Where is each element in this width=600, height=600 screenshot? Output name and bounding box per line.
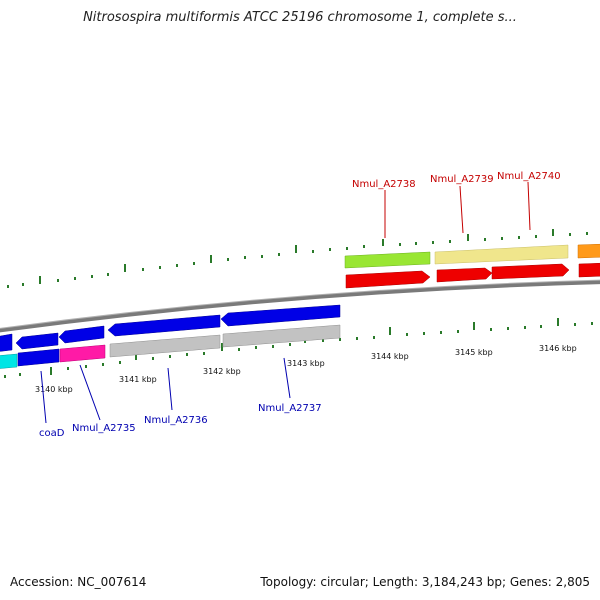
tick-label: 3141 kbp xyxy=(119,375,157,384)
gene-bar[interactable] xyxy=(0,353,18,369)
gene-bar-nmul-a2740[interactable] xyxy=(577,243,600,259)
cds-arrow[interactable] xyxy=(220,304,341,327)
gene-bar-nmul-a2735[interactable] xyxy=(59,344,106,363)
reverse-cds-track xyxy=(0,304,341,352)
forward-gene-track xyxy=(344,243,600,269)
tick-label: 3142 kbp xyxy=(203,367,241,376)
cds-arrow[interactable] xyxy=(0,333,13,352)
cds-arrow[interactable] xyxy=(107,314,221,337)
upper-tick-row xyxy=(7,229,588,288)
map-title: Nitrosospira multiformis ATCC 25196 chro… xyxy=(83,10,517,25)
gene-label-nmul-a2737[interactable]: Nmul_A2737 xyxy=(258,403,322,414)
bottom-gene-labels: coaD Nmul_A2735 Nmul_A2736 Nmul_A2737 xyxy=(39,357,322,439)
topology-summary: Topology: circular; Length: 3,184,243 bp… xyxy=(260,575,590,589)
cds-arrow[interactable] xyxy=(436,267,493,283)
gene-label-nmul-a2740[interactable]: Nmul_A2740 xyxy=(497,171,561,182)
tick-label: 3145 kbp xyxy=(455,348,493,357)
gene-bar-nmul-a2738[interactable] xyxy=(344,251,431,269)
gene-label-nmul-a2735[interactable]: Nmul_A2735 xyxy=(72,423,136,434)
tick-label: 3144 kbp xyxy=(371,352,409,361)
gene-label-nmul-a2736[interactable]: Nmul_A2736 xyxy=(144,415,208,426)
top-gene-labels: Nmul_A2738 Nmul_A2739 Nmul_A2740 xyxy=(352,171,561,238)
cds-arrow[interactable] xyxy=(578,262,600,278)
cds-arrow[interactable] xyxy=(345,270,431,289)
gene-bar-nmul-a2739[interactable] xyxy=(434,244,569,265)
accession-text: Accession: NC_007614 xyxy=(10,575,147,589)
gene-bar-nmul-a2737[interactable] xyxy=(222,324,341,348)
lower-tick-row xyxy=(4,318,593,378)
cds-arrow[interactable] xyxy=(58,325,105,344)
tick-label: 3146 kbp xyxy=(539,344,577,353)
cds-arrow[interactable] xyxy=(15,332,59,350)
chromosome-backbone xyxy=(0,280,600,333)
gene-label-nmul-a2738[interactable]: Nmul_A2738 xyxy=(352,179,416,190)
gene-label-coad[interactable]: coaD xyxy=(39,428,65,439)
kbp-labels: 3140 kbp 3141 kbp 3142 kbp 3143 kbp 3144… xyxy=(35,344,577,394)
reverse-gene-track xyxy=(0,324,341,369)
tick-label: 3140 kbp xyxy=(35,385,73,394)
cds-arrow[interactable] xyxy=(491,263,570,280)
tick-label: 3143 kbp xyxy=(287,359,325,368)
gene-bar-coad[interactable] xyxy=(17,348,60,367)
forward-cds-track xyxy=(345,262,600,289)
gene-label-nmul-a2739[interactable]: Nmul_A2739 xyxy=(430,174,494,185)
gene-bar-nmul-a2736[interactable] xyxy=(109,334,221,358)
